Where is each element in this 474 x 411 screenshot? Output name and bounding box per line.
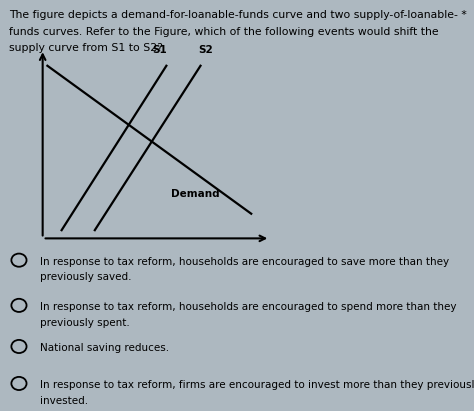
Text: In response to tax reform, firms are encouraged to invest more than they previou: In response to tax reform, firms are enc…	[40, 380, 474, 390]
Text: S1: S1	[152, 46, 167, 55]
Text: invested.: invested.	[40, 396, 89, 406]
Text: The figure depicts a demand-for-loanable-funds curve and two supply-of-loanable-: The figure depicts a demand-for-loanable…	[9, 10, 467, 20]
Text: previously spent.: previously spent.	[40, 318, 130, 328]
Text: In response to tax reform, households are encouraged to spend more than they: In response to tax reform, households ar…	[40, 302, 457, 312]
Text: National saving reduces.: National saving reduces.	[40, 343, 169, 353]
Text: Demand: Demand	[171, 189, 219, 199]
Text: S2: S2	[198, 46, 213, 55]
Text: funds curves. Refer to the Figure, which of the following events would shift the: funds curves. Refer to the Figure, which…	[9, 27, 439, 37]
Text: In response to tax reform, households are encouraged to save more than they: In response to tax reform, households ar…	[40, 257, 449, 267]
Text: supply curve from S1 to S2?: supply curve from S1 to S2?	[9, 43, 164, 53]
Text: previously saved.: previously saved.	[40, 272, 132, 282]
